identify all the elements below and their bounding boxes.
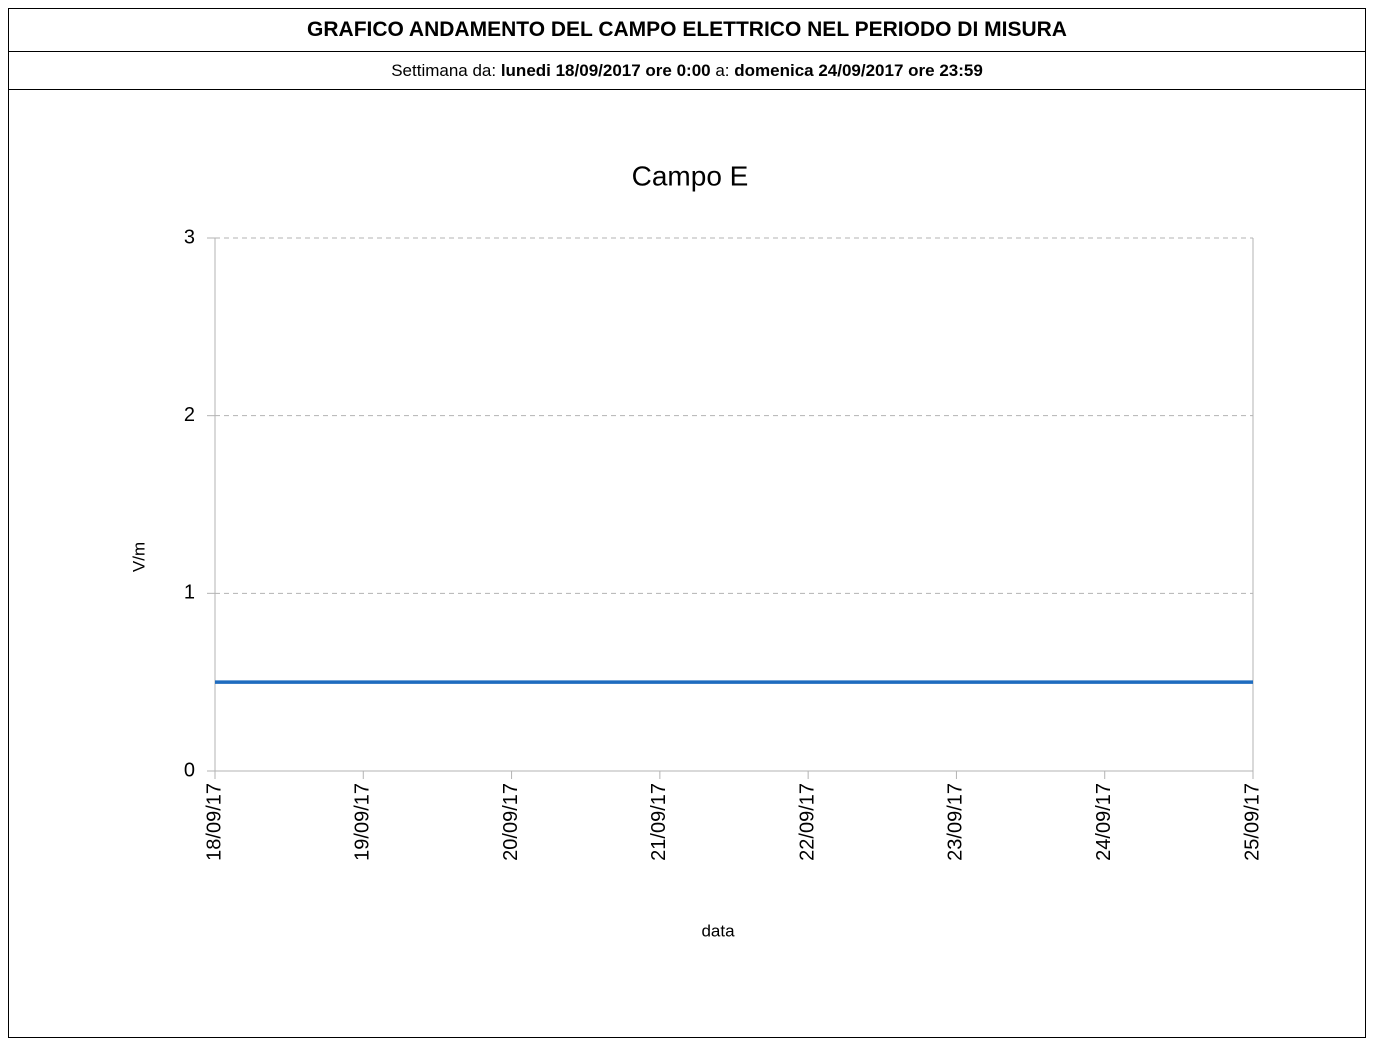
y-tick-label: 2: [184, 404, 195, 426]
x-tick-label: 25/09/17: [1241, 783, 1263, 861]
y-axis-label: V/m: [129, 542, 148, 572]
x-tick-label: 21/09/17: [648, 783, 670, 861]
x-axis-label: data: [701, 921, 735, 940]
header-subtitle: Settimana da: lunedi 18/09/2017 ore 0:00…: [9, 52, 1365, 90]
x-tick-label: 20/09/17: [500, 783, 522, 861]
x-tick-label: 24/09/17: [1093, 783, 1115, 861]
y-tick-label: 3: [184, 226, 195, 248]
subtitle-text: a:: [710, 61, 735, 80]
x-tick-label: 19/09/17: [352, 783, 374, 861]
x-tick-label: 18/09/17: [203, 783, 225, 861]
x-tick-label: 23/09/17: [945, 783, 967, 861]
frame: GRAFICO ANDAMENTO DEL CAMPO ELETTRICO NE…: [8, 8, 1366, 1038]
subtitle-end: domenica 24/09/2017 ore 23:59: [734, 61, 983, 80]
chart-title: Campo E: [632, 160, 749, 191]
subtitle-text: Settimana da:: [391, 61, 501, 80]
y-tick-label: 0: [184, 759, 195, 781]
x-tick-label: 22/09/17: [796, 783, 818, 861]
y-tick-label: 1: [184, 582, 195, 604]
subtitle-start: lunedi 18/09/2017 ore 0:00: [500, 61, 711, 80]
header-title: GRAFICO ANDAMENTO DEL CAMPO ELETTRICO NE…: [9, 9, 1365, 52]
